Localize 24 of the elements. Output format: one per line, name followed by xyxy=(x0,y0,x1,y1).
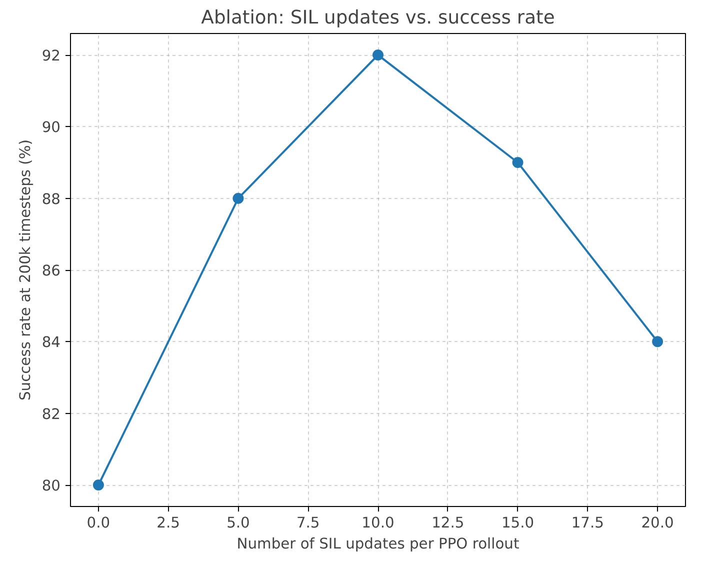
y-tick-label: 82 xyxy=(42,406,61,423)
x-tick-label: 15.0 xyxy=(501,514,534,532)
y-tick-label: 80 xyxy=(42,478,61,494)
y-tick-label: 90 xyxy=(42,119,61,136)
x-tick-label: 0.0 xyxy=(86,514,110,532)
y-tick-label: 92 xyxy=(42,48,61,64)
x-tick-label: 12.5 xyxy=(432,514,464,532)
y-axis-title: Success rate at 200k timesteps (%) xyxy=(16,139,34,401)
chart-title: Ablation: SIL updates vs. success rate xyxy=(201,8,555,28)
y-tick-label: 86 xyxy=(42,262,61,280)
point xyxy=(92,480,104,490)
x-tick-label: 2.5 xyxy=(156,514,180,532)
y-tick-label: 84 xyxy=(42,334,61,352)
point xyxy=(512,157,524,168)
x-tick-label: 5.0 xyxy=(226,514,250,532)
y-tick-label: 88 xyxy=(42,190,61,208)
x-axis-title: Number of SIL updates per PPO rollout xyxy=(236,536,520,552)
x-tick-label: 17.5 xyxy=(571,514,604,532)
point xyxy=(232,192,244,204)
point xyxy=(652,336,664,348)
point xyxy=(372,50,384,60)
x-tick-label: 10.0 xyxy=(362,514,394,532)
x-tick-label: 20.0 xyxy=(641,514,674,532)
x-tick-label: 7.5 xyxy=(296,514,320,532)
